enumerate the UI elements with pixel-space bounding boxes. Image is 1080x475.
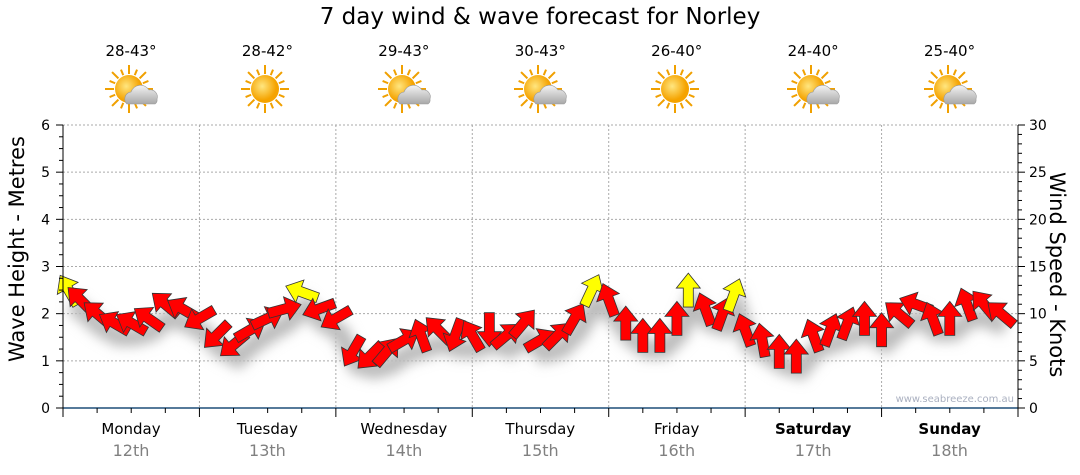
temperature-range: 30-43° xyxy=(514,42,566,60)
wind-arrow xyxy=(664,300,690,336)
day-date: 15th xyxy=(521,441,559,460)
right-tick-label: 25 xyxy=(1029,165,1047,181)
sun-cloud-icon xyxy=(783,64,843,118)
right-tick-label: 0 xyxy=(1029,401,1038,417)
day-name: Wednesday xyxy=(360,420,448,438)
wind-arrow xyxy=(692,292,717,328)
left-tick-label: 0 xyxy=(41,401,50,417)
day-label-friday: Friday 16th xyxy=(609,420,745,460)
wind-arrow xyxy=(851,300,878,336)
wind-arrow xyxy=(184,305,218,331)
day-name: Sunday xyxy=(918,420,981,438)
day-label-wednesday: Wednesday 14th xyxy=(336,420,472,460)
day-label-sunday: Sunday 18th xyxy=(882,420,1018,460)
wind-arrow xyxy=(722,278,747,313)
temperature-range: 26-40° xyxy=(651,42,703,60)
wind-arrow xyxy=(783,338,810,374)
wind-arrow xyxy=(561,303,587,337)
wind-arrow xyxy=(115,311,149,337)
sun-cloud-icon xyxy=(101,64,161,118)
day-date: 13th xyxy=(249,441,286,460)
wind-arrow xyxy=(285,279,320,304)
sun-cloud-icon xyxy=(510,64,570,118)
day-forecast-saturday: 24-40° xyxy=(745,42,881,118)
wind-arrow xyxy=(133,306,166,333)
wind-arrow xyxy=(596,282,621,318)
left-tick-label: 1 xyxy=(41,354,50,370)
wind-arrow xyxy=(675,272,702,308)
wind-arrow xyxy=(647,317,673,353)
day-name: Friday xyxy=(653,420,700,438)
day-label-monday: Monday 12th xyxy=(63,420,199,460)
wind-arrow xyxy=(612,305,639,341)
left-tick-label: 6 xyxy=(41,118,50,134)
day-date: 18th xyxy=(931,441,968,460)
wind-arrow xyxy=(800,318,825,354)
right-tick-label: 30 xyxy=(1029,118,1047,134)
day-forecast-thursday: 30-43° xyxy=(472,42,608,118)
wind-arrow xyxy=(508,309,535,340)
right-tick-label: 5 xyxy=(1029,354,1038,370)
watermark: www.seabreeze.com.au xyxy=(896,394,1014,405)
wind-arrow xyxy=(302,297,338,322)
day-forecast-friday: 26-40° xyxy=(609,42,745,118)
temperature-range: 24-40° xyxy=(787,42,839,60)
chart-title: 7 day wind & wave forecast for Norley xyxy=(319,4,761,30)
day-name: Tuesday xyxy=(236,420,298,438)
day-forecast-tuesday: 28-42° xyxy=(199,42,335,118)
temperature-range: 25-40° xyxy=(924,42,976,60)
wind-arrow xyxy=(936,300,963,336)
day-name: Thursday xyxy=(505,420,576,438)
right-tick-label: 20 xyxy=(1029,212,1047,228)
right-tick-label: 15 xyxy=(1029,260,1047,276)
day-name: Saturday xyxy=(774,420,852,438)
left-tick-label: 3 xyxy=(41,260,50,276)
day-label-tuesday: Tuesday 13th xyxy=(199,420,335,460)
sun-cloud-icon xyxy=(920,64,980,118)
day-forecast-wednesday: 29-43° xyxy=(336,42,472,118)
day-date: 12th xyxy=(112,441,150,460)
left-tick-label: 5 xyxy=(41,165,50,181)
wind-arrow xyxy=(868,312,895,348)
left-tick-label: 4 xyxy=(41,212,50,228)
wind-arrow xyxy=(987,302,1018,329)
wind-arrow xyxy=(442,317,467,352)
day-name: Monday xyxy=(101,420,161,438)
day-label-saturday: Saturday 17th xyxy=(745,420,881,460)
wind-arrow xyxy=(266,296,302,321)
temperature-range: 28-42° xyxy=(241,42,293,60)
wind-arrow xyxy=(320,305,354,331)
wind-arrow xyxy=(732,313,757,348)
temperature-range: 29-43° xyxy=(378,42,430,60)
day-date: 14th xyxy=(385,441,423,460)
sun-cloud-icon xyxy=(374,64,434,118)
temperature-range: 28-43° xyxy=(105,42,157,60)
day-forecast-sunday: 25-40° xyxy=(882,42,1018,118)
day-forecast-monday: 28-43° xyxy=(63,42,199,118)
right-tick-label: 10 xyxy=(1029,307,1047,323)
day-label-thursday: Thursday 15th xyxy=(472,420,608,460)
sun-icon xyxy=(237,64,297,118)
left-tick-label: 2 xyxy=(41,307,50,323)
sun-icon xyxy=(647,64,707,118)
day-date: 17th xyxy=(794,441,832,460)
wind-arrow xyxy=(460,320,486,354)
day-date: 16th xyxy=(658,441,696,460)
